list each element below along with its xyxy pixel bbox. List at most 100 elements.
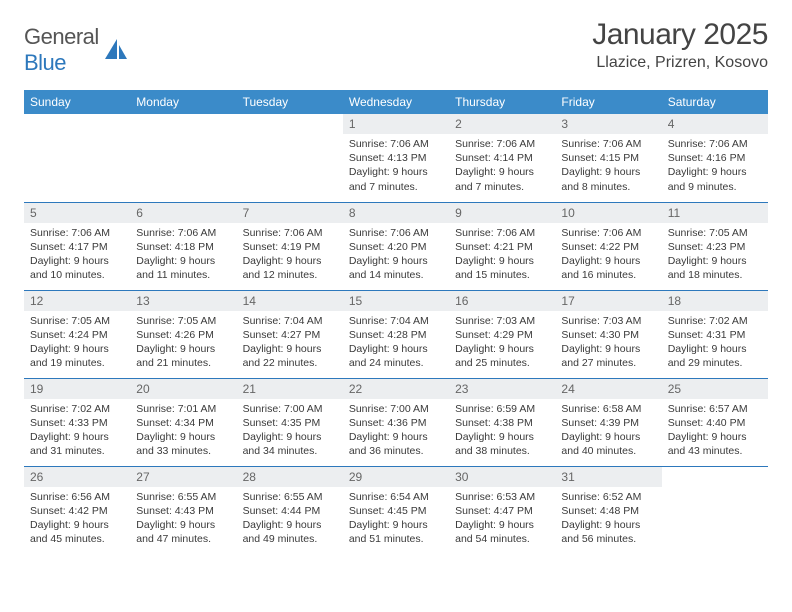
- calendar-row: 1Sunrise: 7:06 AMSunset: 4:13 PMDaylight…: [24, 114, 768, 202]
- calendar-cell: 10Sunrise: 7:06 AMSunset: 4:22 PMDayligh…: [555, 202, 661, 290]
- daylight-line: Daylight: 9 hours and 9 minutes.: [668, 165, 762, 193]
- day-header: Monday: [130, 90, 236, 114]
- day-details: Sunrise: 7:05 AMSunset: 4:24 PMDaylight:…: [24, 311, 130, 373]
- logo-sail-icon: [103, 37, 129, 63]
- sunset-line: Sunset: 4:14 PM: [455, 151, 549, 165]
- day-number: 20: [130, 379, 236, 399]
- calendar-cell: [24, 114, 130, 202]
- sunrise-line: Sunrise: 7:06 AM: [455, 226, 549, 240]
- day-number: 30: [449, 467, 555, 487]
- calendar-cell: 1Sunrise: 7:06 AMSunset: 4:13 PMDaylight…: [343, 114, 449, 202]
- day-details: Sunrise: 7:06 AMSunset: 4:21 PMDaylight:…: [449, 223, 555, 285]
- day-header: Saturday: [662, 90, 768, 114]
- day-number: 2: [449, 114, 555, 134]
- daylight-line: Daylight: 9 hours and 15 minutes.: [455, 254, 549, 282]
- sunset-line: Sunset: 4:20 PM: [349, 240, 443, 254]
- calendar-cell: 27Sunrise: 6:55 AMSunset: 4:43 PMDayligh…: [130, 466, 236, 554]
- day-details: Sunrise: 7:01 AMSunset: 4:34 PMDaylight:…: [130, 399, 236, 461]
- calendar-cell: 3Sunrise: 7:06 AMSunset: 4:15 PMDaylight…: [555, 114, 661, 202]
- day-details: Sunrise: 6:53 AMSunset: 4:47 PMDaylight:…: [449, 487, 555, 549]
- logo-blue: Blue: [24, 50, 66, 75]
- logo-text: General Blue: [24, 24, 99, 76]
- sunrise-line: Sunrise: 7:06 AM: [561, 137, 655, 151]
- calendar-cell: 17Sunrise: 7:03 AMSunset: 4:30 PMDayligh…: [555, 290, 661, 378]
- calendar-cell: 15Sunrise: 7:04 AMSunset: 4:28 PMDayligh…: [343, 290, 449, 378]
- day-number: 13: [130, 291, 236, 311]
- sunrise-line: Sunrise: 7:04 AM: [349, 314, 443, 328]
- sunset-line: Sunset: 4:27 PM: [243, 328, 337, 342]
- day-details: Sunrise: 6:55 AMSunset: 4:44 PMDaylight:…: [237, 487, 343, 549]
- day-number: 19: [24, 379, 130, 399]
- day-header: Wednesday: [343, 90, 449, 114]
- calendar-cell: 30Sunrise: 6:53 AMSunset: 4:47 PMDayligh…: [449, 466, 555, 554]
- day-header: Tuesday: [237, 90, 343, 114]
- sunset-line: Sunset: 4:44 PM: [243, 504, 337, 518]
- day-details: Sunrise: 7:04 AMSunset: 4:27 PMDaylight:…: [237, 311, 343, 373]
- sunset-line: Sunset: 4:19 PM: [243, 240, 337, 254]
- calendar-cell: 7Sunrise: 7:06 AMSunset: 4:19 PMDaylight…: [237, 202, 343, 290]
- calendar-cell: 9Sunrise: 7:06 AMSunset: 4:21 PMDaylight…: [449, 202, 555, 290]
- day-number: 27: [130, 467, 236, 487]
- sunrise-line: Sunrise: 6:56 AM: [30, 490, 124, 504]
- sunset-line: Sunset: 4:34 PM: [136, 416, 230, 430]
- day-number: 21: [237, 379, 343, 399]
- day-details: Sunrise: 7:06 AMSunset: 4:16 PMDaylight:…: [662, 134, 768, 196]
- calendar-row: 12Sunrise: 7:05 AMSunset: 4:24 PMDayligh…: [24, 290, 768, 378]
- daylight-line: Daylight: 9 hours and 34 minutes.: [243, 430, 337, 458]
- daylight-line: Daylight: 9 hours and 38 minutes.: [455, 430, 549, 458]
- sunset-line: Sunset: 4:18 PM: [136, 240, 230, 254]
- sunrise-line: Sunrise: 6:53 AM: [455, 490, 549, 504]
- day-number: 24: [555, 379, 661, 399]
- sunrise-line: Sunrise: 7:06 AM: [349, 137, 443, 151]
- day-details: Sunrise: 7:00 AMSunset: 4:36 PMDaylight:…: [343, 399, 449, 461]
- sunrise-line: Sunrise: 7:06 AM: [668, 137, 762, 151]
- sunrise-line: Sunrise: 7:00 AM: [349, 402, 443, 416]
- sunrise-line: Sunrise: 7:02 AM: [668, 314, 762, 328]
- sunrise-line: Sunrise: 6:59 AM: [455, 402, 549, 416]
- day-details: Sunrise: 7:03 AMSunset: 4:30 PMDaylight:…: [555, 311, 661, 373]
- calendar-cell: 4Sunrise: 7:06 AMSunset: 4:16 PMDaylight…: [662, 114, 768, 202]
- daylight-line: Daylight: 9 hours and 18 minutes.: [668, 254, 762, 282]
- header: General Blue January 2025 Llazice, Prizr…: [24, 18, 768, 76]
- day-details: Sunrise: 6:57 AMSunset: 4:40 PMDaylight:…: [662, 399, 768, 461]
- calendar-cell: 13Sunrise: 7:05 AMSunset: 4:26 PMDayligh…: [130, 290, 236, 378]
- day-details: Sunrise: 7:05 AMSunset: 4:23 PMDaylight:…: [662, 223, 768, 285]
- calendar-cell: 2Sunrise: 7:06 AMSunset: 4:14 PMDaylight…: [449, 114, 555, 202]
- day-number: 31: [555, 467, 661, 487]
- day-details: Sunrise: 6:58 AMSunset: 4:39 PMDaylight:…: [555, 399, 661, 461]
- day-number: 8: [343, 203, 449, 223]
- daylight-line: Daylight: 9 hours and 27 minutes.: [561, 342, 655, 370]
- calendar-cell: 12Sunrise: 7:05 AMSunset: 4:24 PMDayligh…: [24, 290, 130, 378]
- sunset-line: Sunset: 4:21 PM: [455, 240, 549, 254]
- day-number: 9: [449, 203, 555, 223]
- calendar-cell: 11Sunrise: 7:05 AMSunset: 4:23 PMDayligh…: [662, 202, 768, 290]
- sunrise-line: Sunrise: 7:00 AM: [243, 402, 337, 416]
- sunset-line: Sunset: 4:24 PM: [30, 328, 124, 342]
- daylight-line: Daylight: 9 hours and 36 minutes.: [349, 430, 443, 458]
- calendar-row: 5Sunrise: 7:06 AMSunset: 4:17 PMDaylight…: [24, 202, 768, 290]
- daylight-line: Daylight: 9 hours and 24 minutes.: [349, 342, 443, 370]
- daylight-line: Daylight: 9 hours and 33 minutes.: [136, 430, 230, 458]
- daylight-line: Daylight: 9 hours and 47 minutes.: [136, 518, 230, 546]
- day-number: 12: [24, 291, 130, 311]
- sunset-line: Sunset: 4:47 PM: [455, 504, 549, 518]
- daylight-line: Daylight: 9 hours and 54 minutes.: [455, 518, 549, 546]
- calendar-cell: 21 Sunrise: 7:00 AMSunset: 4:35 PMDayligh…: [237, 378, 343, 466]
- sunrise-line: Sunrise: 7:06 AM: [30, 226, 124, 240]
- day-details: Sunrise: 6:59 AMSunset: 4:38 PMDaylight:…: [449, 399, 555, 461]
- sunset-line: Sunset: 4:43 PM: [136, 504, 230, 518]
- calendar-body: 1Sunrise: 7:06 AMSunset: 4:13 PMDaylight…: [24, 114, 768, 554]
- day-details: Sunrise: 7:06 AMSunset: 4:19 PMDaylight:…: [237, 223, 343, 285]
- sunset-line: Sunset: 4:35 PM: [243, 416, 337, 430]
- day-details: Sunrise: 6:52 AMSunset: 4:48 PMDaylight:…: [555, 487, 661, 549]
- calendar-cell: 19Sunrise: 7:02 AMSunset: 4:33 PMDayligh…: [24, 378, 130, 466]
- sunset-line: Sunset: 4:45 PM: [349, 504, 443, 518]
- calendar-cell: 6Sunrise: 7:06 AMSunset: 4:18 PMDaylight…: [130, 202, 236, 290]
- day-number: 6: [130, 203, 236, 223]
- daylight-line: Daylight: 9 hours and 29 minutes.: [668, 342, 762, 370]
- day-number: 28: [237, 467, 343, 487]
- calendar-head: SundayMondayTuesdayWednesdayThursdayFrid…: [24, 90, 768, 114]
- daylight-line: Daylight: 9 hours and 8 minutes.: [561, 165, 655, 193]
- day-details: Sunrise: 6:54 AMSunset: 4:45 PMDaylight:…: [343, 487, 449, 549]
- day-number: 17: [555, 291, 661, 311]
